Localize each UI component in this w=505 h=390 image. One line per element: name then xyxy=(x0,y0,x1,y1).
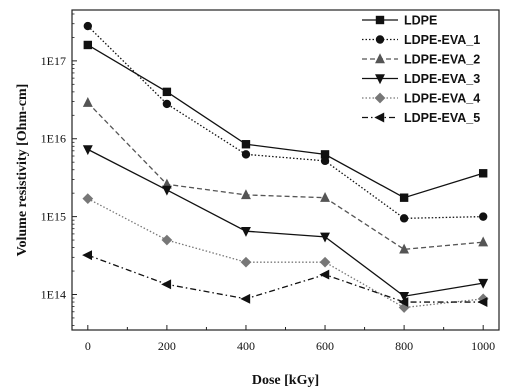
data-point xyxy=(240,256,252,268)
x-tick-label: 200 xyxy=(158,339,176,353)
legend-marker xyxy=(375,35,385,44)
data-point xyxy=(161,234,173,246)
legend-label: LDPE-EVA_3 xyxy=(404,72,480,86)
data-point xyxy=(162,99,172,109)
legend-entry: LDPE-EVA_3 xyxy=(362,72,480,86)
legend-marker xyxy=(374,112,385,123)
data-point xyxy=(399,193,409,202)
legend-label: LDPE xyxy=(404,14,437,28)
x-axis-title: Dose [kGy] xyxy=(252,373,319,388)
data-point xyxy=(241,226,251,237)
legend-entry: LDPE-EVA_1 xyxy=(362,33,480,47)
legend-marker xyxy=(375,74,385,85)
series-line xyxy=(87,254,484,303)
y-tick-label: 1E15 xyxy=(41,210,66,224)
series-ldpe xyxy=(83,40,488,202)
legend: LDPE LDPE-EVA_1 LDPE-EVA_2 LDPE-EVA_3 LDPE-E… xyxy=(362,14,480,125)
data-point xyxy=(320,156,330,166)
legend-label: LDPE-EVA_5 xyxy=(404,111,480,125)
legend-label: LDPE-EVA_1 xyxy=(404,33,480,47)
series-line xyxy=(87,102,484,251)
legend-entry: LDPE-EVA_4 xyxy=(362,92,480,106)
y-axis-title: Volume resistivity [Ohm-cm] xyxy=(15,84,30,257)
legend-marker xyxy=(375,53,385,64)
series-ldpe-eva-3 xyxy=(82,145,489,302)
data-point xyxy=(162,87,172,97)
x-tick-label: 0 xyxy=(85,339,91,353)
legend-label: LDPE-EVA_4 xyxy=(404,92,480,106)
data-point xyxy=(241,150,251,159)
series-line xyxy=(87,25,484,220)
y-tick-label: 1E16 xyxy=(41,132,66,146)
data-point xyxy=(161,185,172,196)
x-tick-label: 600 xyxy=(316,339,334,353)
data-point xyxy=(82,97,93,107)
data-point xyxy=(83,40,93,50)
data-point xyxy=(320,191,330,202)
data-point xyxy=(320,232,330,243)
series-layer xyxy=(82,21,489,313)
series-ldpe-eva-1 xyxy=(83,21,488,223)
data-point xyxy=(161,279,172,290)
data-point xyxy=(319,256,331,268)
axis-ticks: 0 200 400 600 800 1000 1E14 1E15 1E16 1E17 xyxy=(41,13,495,353)
x-tick-label: 400 xyxy=(237,339,255,353)
data-point xyxy=(478,212,488,221)
series-ldpe-eva-4 xyxy=(82,193,489,313)
data-point xyxy=(319,269,330,280)
x-tick-label: 800 xyxy=(395,339,413,353)
data-point xyxy=(399,214,409,223)
series-line xyxy=(87,44,484,199)
data-point xyxy=(399,243,410,254)
data-point xyxy=(241,189,251,200)
legend-entry: LDPE-EVA_2 xyxy=(362,53,480,67)
x-tick-label: 1000 xyxy=(471,339,495,353)
data-point xyxy=(398,297,409,307)
data-point xyxy=(82,193,94,205)
series-line xyxy=(87,198,484,309)
y-tick-label: 1E14 xyxy=(41,287,66,301)
data-point xyxy=(478,278,489,289)
series-line xyxy=(87,148,484,297)
data-point xyxy=(477,297,488,307)
series-ldpe-eva-5 xyxy=(82,250,488,307)
data-point xyxy=(399,292,410,302)
legend-marker xyxy=(374,92,386,104)
legend-marker xyxy=(375,15,385,25)
data-point xyxy=(82,145,93,156)
data-point xyxy=(241,140,251,149)
y-tick-label: 1E17 xyxy=(41,54,66,68)
legend-entry: LDPE xyxy=(362,14,437,28)
data-point xyxy=(478,236,489,247)
data-point xyxy=(478,169,488,178)
data-point xyxy=(240,293,251,304)
legend-entry: LDPE-EVA_5 xyxy=(362,111,480,125)
data-point xyxy=(83,21,93,31)
legend-label: LDPE-EVA_2 xyxy=(404,53,480,67)
data-point xyxy=(82,250,93,261)
